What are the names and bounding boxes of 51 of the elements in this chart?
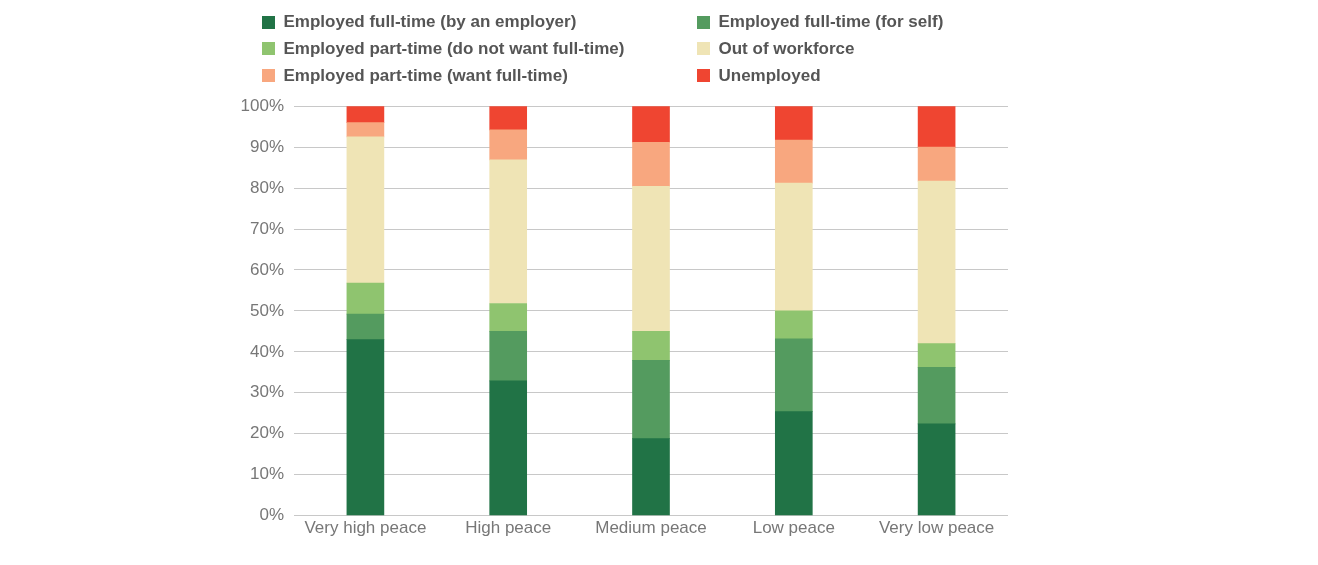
bar [346,122,385,138]
y-tick-label: 60% [249,259,284,279]
bar [346,136,385,284]
bar [346,282,385,315]
legend-label: Employed full-time (by an employer) [283,12,577,33]
x-tick-label: High peace [465,518,552,538]
legend-label: Employed part-time (want full-time) [283,65,568,86]
bar [489,159,528,304]
legend-label: Employed full-time (for self) [718,12,944,33]
y-tick-label: 50% [249,300,284,320]
y-tick-label: 40% [249,341,284,361]
bar [774,139,813,184]
bar [346,339,385,516]
legend-label: Unemployed [718,65,821,86]
y-tick-label: 90% [249,136,284,156]
y-tick-label: 100% [240,95,284,115]
bar [917,343,956,368]
x-tick-label: Low peace [752,518,835,538]
bar [632,186,670,332]
x-tick-label: Medium peace [595,518,707,538]
bar [774,106,813,141]
bar [489,303,528,332]
bar [917,146,956,182]
bar [774,182,813,312]
bar [632,438,670,516]
bar [632,106,670,143]
bar [632,331,670,361]
bar [917,180,956,344]
x-tick-label: Very high peace [304,518,427,538]
bar [774,411,813,516]
y-tick-label: 30% [249,382,284,402]
y-tick-label: 80% [249,177,284,197]
bar [489,106,528,131]
bar [917,423,956,516]
x-tick-label: Very low peace [878,518,995,538]
bar [774,338,813,412]
bar [632,141,670,187]
bar [917,367,956,425]
bar [489,380,528,516]
bar [489,331,528,382]
y-tick-label: 70% [249,218,284,238]
y-tick-label: 20% [249,423,284,443]
legend-label: Employed part-time (do not want full-time) [283,38,625,59]
y-tick-label: 10% [249,464,284,484]
bar [632,360,670,439]
bar [917,106,956,148]
legend-label: Out of workforce [718,38,855,59]
y-tick-label: 0% [259,505,284,525]
bar [346,313,385,340]
bar [489,129,528,161]
bar [774,310,813,340]
